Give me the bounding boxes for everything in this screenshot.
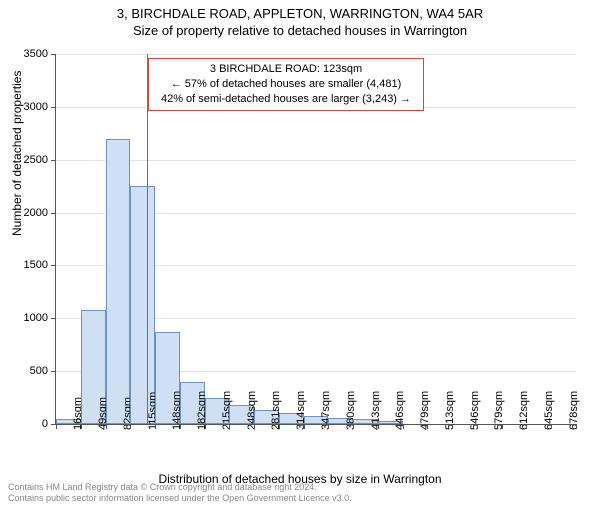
page-subtitle: Size of property relative to detached ho…: [0, 23, 600, 38]
ytick-label: 1000: [8, 312, 48, 324]
ytick-label: 3000: [8, 101, 48, 113]
xtick-mark: [576, 424, 577, 429]
grid-line: [56, 54, 576, 55]
footer-line-1: Contains HM Land Registry data © Crown c…: [8, 482, 352, 493]
ytick-label: 0: [8, 418, 48, 430]
annotation-box: 3 BIRCHDALE ROAD: 123sqm← 57% of detache…: [148, 58, 424, 111]
histogram-bar: [130, 186, 155, 424]
footer-line-2: Contains public sector information licen…: [8, 493, 352, 504]
x-axis-line: [56, 424, 576, 425]
page-title: 3, BIRCHDALE ROAD, APPLETON, WARRINGTON,…: [0, 6, 600, 21]
ytick-label: 1500: [8, 259, 48, 271]
grid-line: [56, 160, 576, 161]
annotation-line: 42% of semi-detached houses are larger (…: [155, 92, 417, 107]
ytick-label: 500: [8, 365, 48, 377]
ytick-label: 3500: [8, 48, 48, 60]
y-axis-line: [55, 54, 56, 424]
ytick-label: 2500: [8, 154, 48, 166]
histogram-bar: [106, 139, 131, 424]
annotation-line: ← 57% of detached houses are smaller (4,…: [155, 77, 417, 92]
chart-plot-area: 050010001500200025003000350016sqm49sqm82…: [56, 54, 576, 424]
footer-attribution: Contains HM Land Registry data © Crown c…: [8, 482, 352, 504]
ytick-label: 2000: [8, 207, 48, 219]
annotation-line: 3 BIRCHDALE ROAD: 123sqm: [155, 62, 417, 77]
